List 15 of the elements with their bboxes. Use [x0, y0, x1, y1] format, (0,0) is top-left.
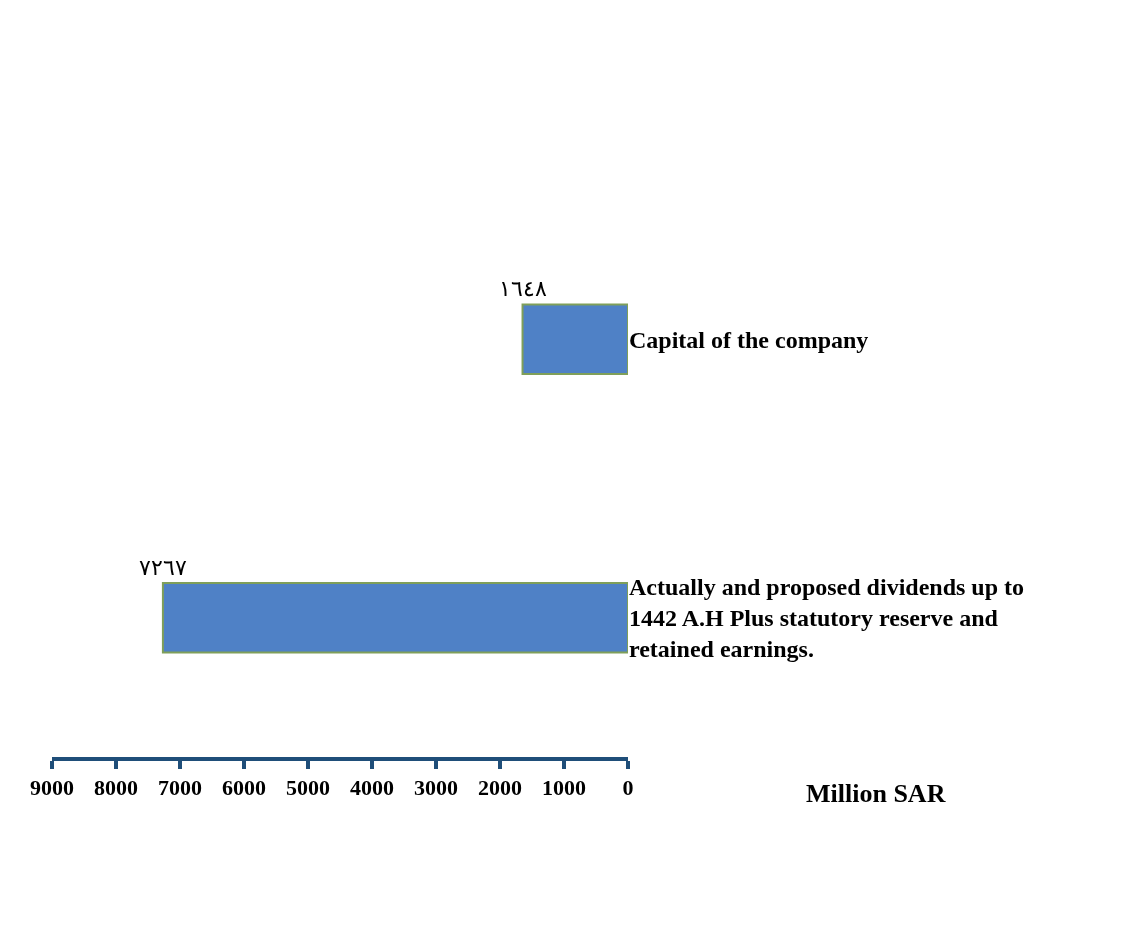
x-tick-label: 8000	[94, 775, 138, 801]
x-tick-label: 7000	[158, 775, 202, 801]
x-tick-label: 4000	[350, 775, 394, 801]
x-tick-label: 2000	[478, 775, 522, 801]
x-tick-label: 3000	[414, 775, 458, 801]
x-tick-label: 0	[622, 775, 634, 801]
x-tick-label: 5000	[286, 775, 330, 801]
y-tick-label: Capital of the company	[629, 326, 869, 353]
x-tick-label: 6000	[222, 775, 266, 801]
data-label: ٧٢٦٧	[139, 555, 187, 580]
x-tick-label: 9000	[30, 775, 74, 801]
x-tick-label: 1000	[542, 775, 586, 801]
data-label: ١٦٤٨	[499, 276, 547, 301]
x-axis-title: Million SAR	[806, 779, 946, 808]
y-tick-label: Actually and proposed dividends up to 1442 A.H Plus statutory reserve and retained earnings.	[629, 573, 1025, 663]
